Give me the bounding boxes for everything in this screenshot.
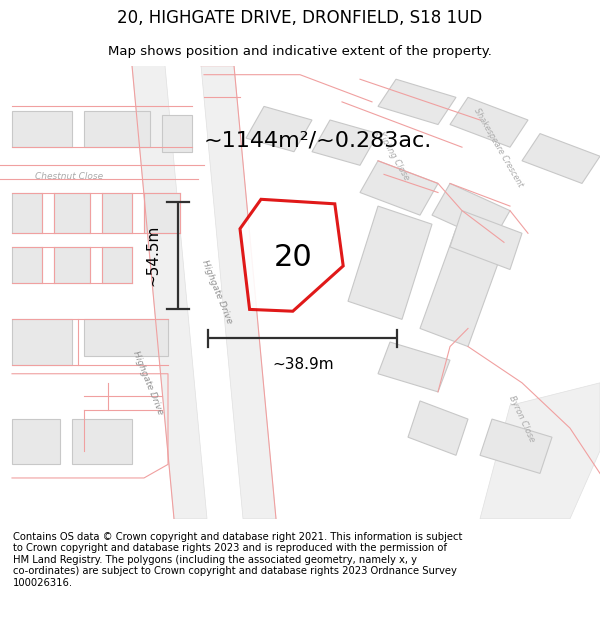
Text: Contains OS data © Crown copyright and database right 2021. This information is : Contains OS data © Crown copyright and d… <box>13 531 463 588</box>
Polygon shape <box>54 247 90 283</box>
Polygon shape <box>312 120 378 165</box>
Text: Chestnut Close: Chestnut Close <box>35 172 103 181</box>
Polygon shape <box>12 419 60 464</box>
Polygon shape <box>72 419 132 464</box>
Polygon shape <box>12 247 42 283</box>
Polygon shape <box>480 419 552 474</box>
Text: Kipling Close: Kipling Close <box>376 131 410 182</box>
Polygon shape <box>102 192 132 233</box>
Polygon shape <box>450 98 528 147</box>
Polygon shape <box>144 192 180 233</box>
Polygon shape <box>12 111 72 147</box>
Polygon shape <box>360 161 438 215</box>
Polygon shape <box>162 116 192 152</box>
Polygon shape <box>522 134 600 184</box>
Polygon shape <box>84 111 150 147</box>
Polygon shape <box>378 342 450 392</box>
Text: 20: 20 <box>274 243 312 272</box>
Text: Highgate Drive: Highgate Drive <box>131 349 165 416</box>
Polygon shape <box>54 192 90 233</box>
Polygon shape <box>408 401 468 455</box>
Polygon shape <box>420 229 504 346</box>
Text: 20, HIGHGATE DRIVE, DRONFIELD, S18 1UD: 20, HIGHGATE DRIVE, DRONFIELD, S18 1UD <box>118 9 482 28</box>
Polygon shape <box>348 206 432 319</box>
Polygon shape <box>12 192 42 233</box>
Text: Byron Close: Byron Close <box>508 394 536 444</box>
Text: Map shows position and indicative extent of the property.: Map shows position and indicative extent… <box>108 45 492 58</box>
Text: ~1144m²/~0.283ac.: ~1144m²/~0.283ac. <box>204 131 432 151</box>
Polygon shape <box>432 184 510 242</box>
Polygon shape <box>246 106 312 152</box>
Text: ~38.9m: ~38.9m <box>272 357 334 372</box>
Text: Highgate Drive: Highgate Drive <box>200 259 234 326</box>
Polygon shape <box>102 247 132 283</box>
Polygon shape <box>378 79 456 124</box>
Polygon shape <box>240 199 343 311</box>
Text: Shakespeare Crescent: Shakespeare Crescent <box>472 106 524 188</box>
Polygon shape <box>450 211 522 269</box>
Polygon shape <box>201 66 276 519</box>
Polygon shape <box>12 319 72 364</box>
Text: ~54.5m: ~54.5m <box>145 225 160 286</box>
Polygon shape <box>84 319 168 356</box>
Polygon shape <box>480 382 600 519</box>
Polygon shape <box>132 66 207 519</box>
